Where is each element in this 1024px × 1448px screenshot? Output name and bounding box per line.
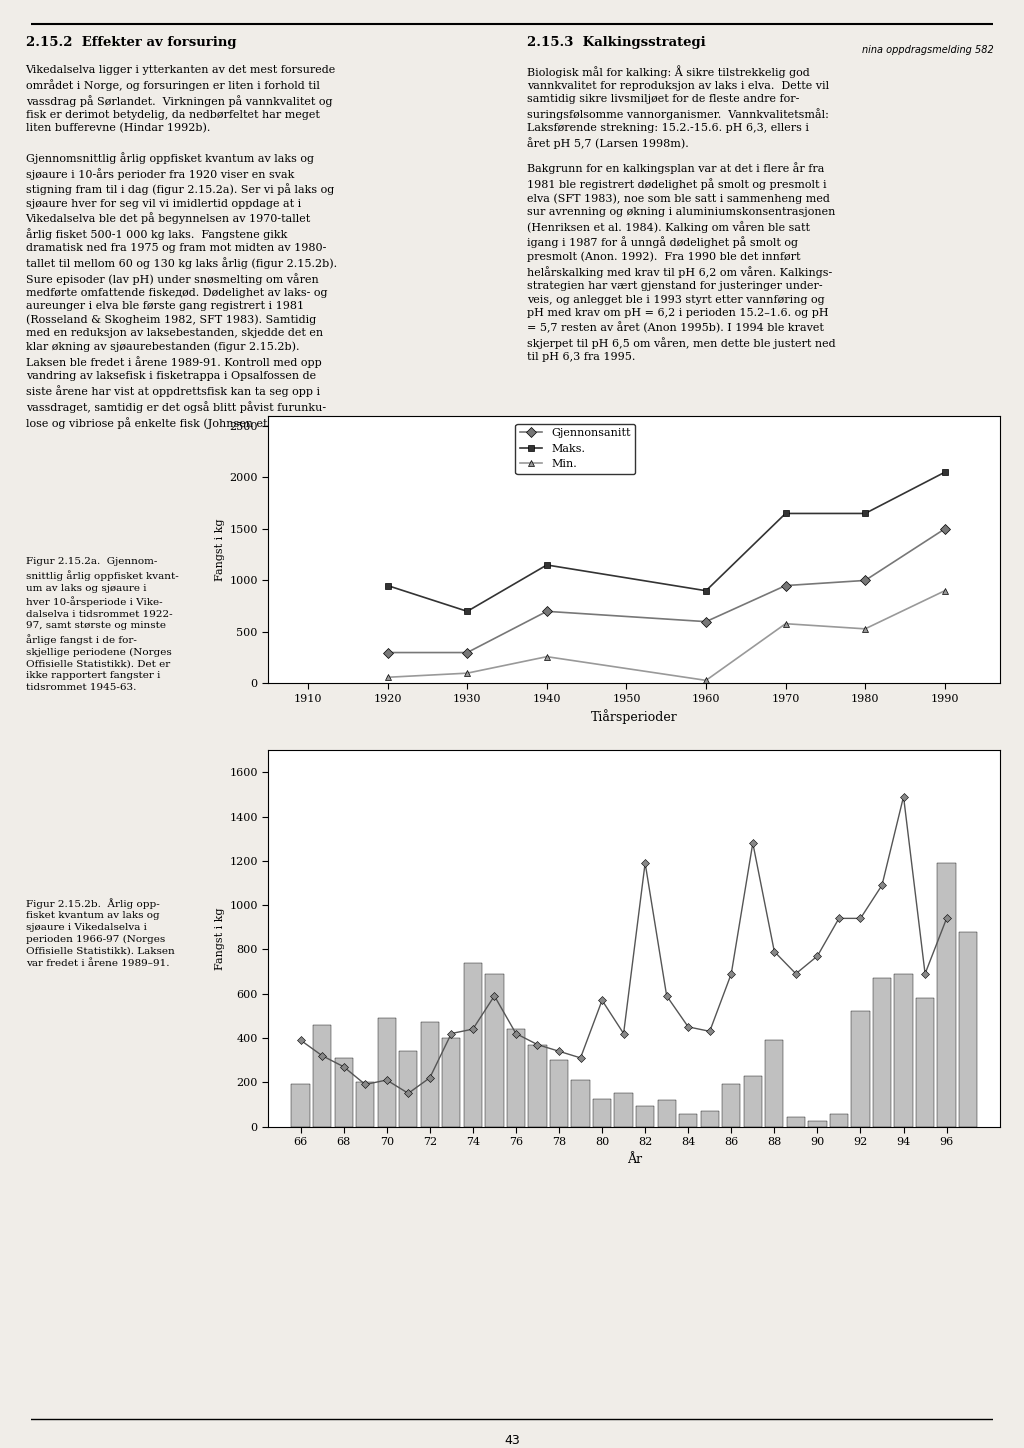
Bar <box>937 863 955 1127</box>
Bar <box>679 1115 697 1127</box>
Bar <box>894 973 912 1127</box>
Bar <box>829 1115 848 1127</box>
Bar <box>442 1038 461 1127</box>
Gjennonsanitt <box>382 644 394 662</box>
Text: Bakgrunn for en kalkingsplan var at det i flere år fra
1981 ble registrert dødel: Bakgrunn for en kalkingsplan var at det … <box>527 162 836 362</box>
Maks. <box>461 602 473 620</box>
Text: 2.15.2  Effekter av forsuring: 2.15.2 Effekter av forsuring <box>26 36 237 49</box>
Bar <box>507 1030 525 1127</box>
Gjennonsanitt <box>859 572 871 589</box>
Bar <box>765 1040 783 1127</box>
Bar <box>872 979 891 1127</box>
Bar <box>636 1105 654 1127</box>
Text: Vikedalselva ligger i ytterkanten av det mest forsurede
området i Norge, og fors: Vikedalselva ligger i ytterkanten av det… <box>26 65 336 133</box>
Min. <box>461 665 473 682</box>
Bar <box>292 1085 309 1127</box>
X-axis label: Tiårsperioder: Tiårsperioder <box>591 710 678 724</box>
Line: Min.: Min. <box>384 588 948 683</box>
Gjennonsanitt <box>939 520 951 537</box>
Bar <box>614 1093 633 1127</box>
Text: Figur 2.15.2a.  Gjennom-
snittlig årlig oppfisket kvant-
um av laks og sjøaure i: Figur 2.15.2a. Gjennom- snittlig årlig o… <box>26 557 178 692</box>
Text: 2.15.3  Kalkingsstrategi: 2.15.3 Kalkingsstrategi <box>527 36 707 49</box>
Maks. <box>859 505 871 523</box>
Bar <box>485 973 504 1127</box>
Bar <box>399 1051 418 1127</box>
Text: Figur 2.15.2b.  Årlig opp-
fisket kvantum av laks og
sjøaure i Vikedalselva i
pe: Figur 2.15.2b. Årlig opp- fisket kvantum… <box>26 898 174 967</box>
Bar <box>851 1011 869 1127</box>
Text: 43: 43 <box>504 1434 520 1447</box>
Text: Gjennomsnittlig årlig oppfisket kvantum av laks og
sjøaure i 10-års perioder fra: Gjennomsnittlig årlig oppfisket kvantum … <box>26 152 337 429</box>
X-axis label: År: År <box>627 1153 642 1166</box>
Text: nina oppdragsmelding 582: nina oppdragsmelding 582 <box>861 45 993 55</box>
Bar <box>550 1060 568 1127</box>
Y-axis label: Fangst i kg: Fangst i kg <box>215 518 225 581</box>
Bar <box>378 1018 396 1127</box>
Gjennonsanitt <box>541 602 553 620</box>
Min. <box>699 672 712 689</box>
Bar <box>313 1025 332 1127</box>
Bar <box>571 1080 590 1127</box>
Bar <box>743 1076 762 1127</box>
Text: Biologisk mål for kalking: Å sikre tilstrekkelig god
vannkvalitet for reproduksj: Biologisk mål for kalking: Å sikre tilst… <box>527 65 829 149</box>
Gjennonsanitt <box>779 576 792 594</box>
Maks. <box>382 576 394 594</box>
Bar <box>464 963 482 1127</box>
Bar <box>421 1022 439 1127</box>
Min. <box>382 669 394 686</box>
Line: Gjennonsanitt: Gjennonsanitt <box>384 526 948 656</box>
Maks. <box>699 582 712 599</box>
Bar <box>915 998 934 1127</box>
Maks. <box>939 463 951 481</box>
Gjennonsanitt <box>461 644 473 662</box>
Maks. <box>779 505 792 523</box>
Bar <box>808 1121 826 1127</box>
Min. <box>779 615 792 633</box>
Min. <box>859 620 871 637</box>
Bar <box>700 1111 719 1127</box>
Legend: Gjennonsanitt, Maks., Min.: Gjennonsanitt, Maks., Min. <box>515 424 635 473</box>
Bar <box>786 1116 805 1127</box>
Gjennonsanitt <box>699 613 712 630</box>
Line: Maks.: Maks. <box>384 469 948 615</box>
Min. <box>541 649 553 666</box>
Bar <box>356 1082 375 1127</box>
Maks. <box>541 556 553 573</box>
Bar <box>722 1085 740 1127</box>
Y-axis label: Fangst i kg: Fangst i kg <box>215 906 225 970</box>
Bar <box>959 931 977 1127</box>
Bar <box>593 1099 611 1127</box>
Bar <box>528 1044 547 1127</box>
Min. <box>939 582 951 599</box>
Bar <box>335 1058 353 1127</box>
Bar <box>657 1100 676 1127</box>
